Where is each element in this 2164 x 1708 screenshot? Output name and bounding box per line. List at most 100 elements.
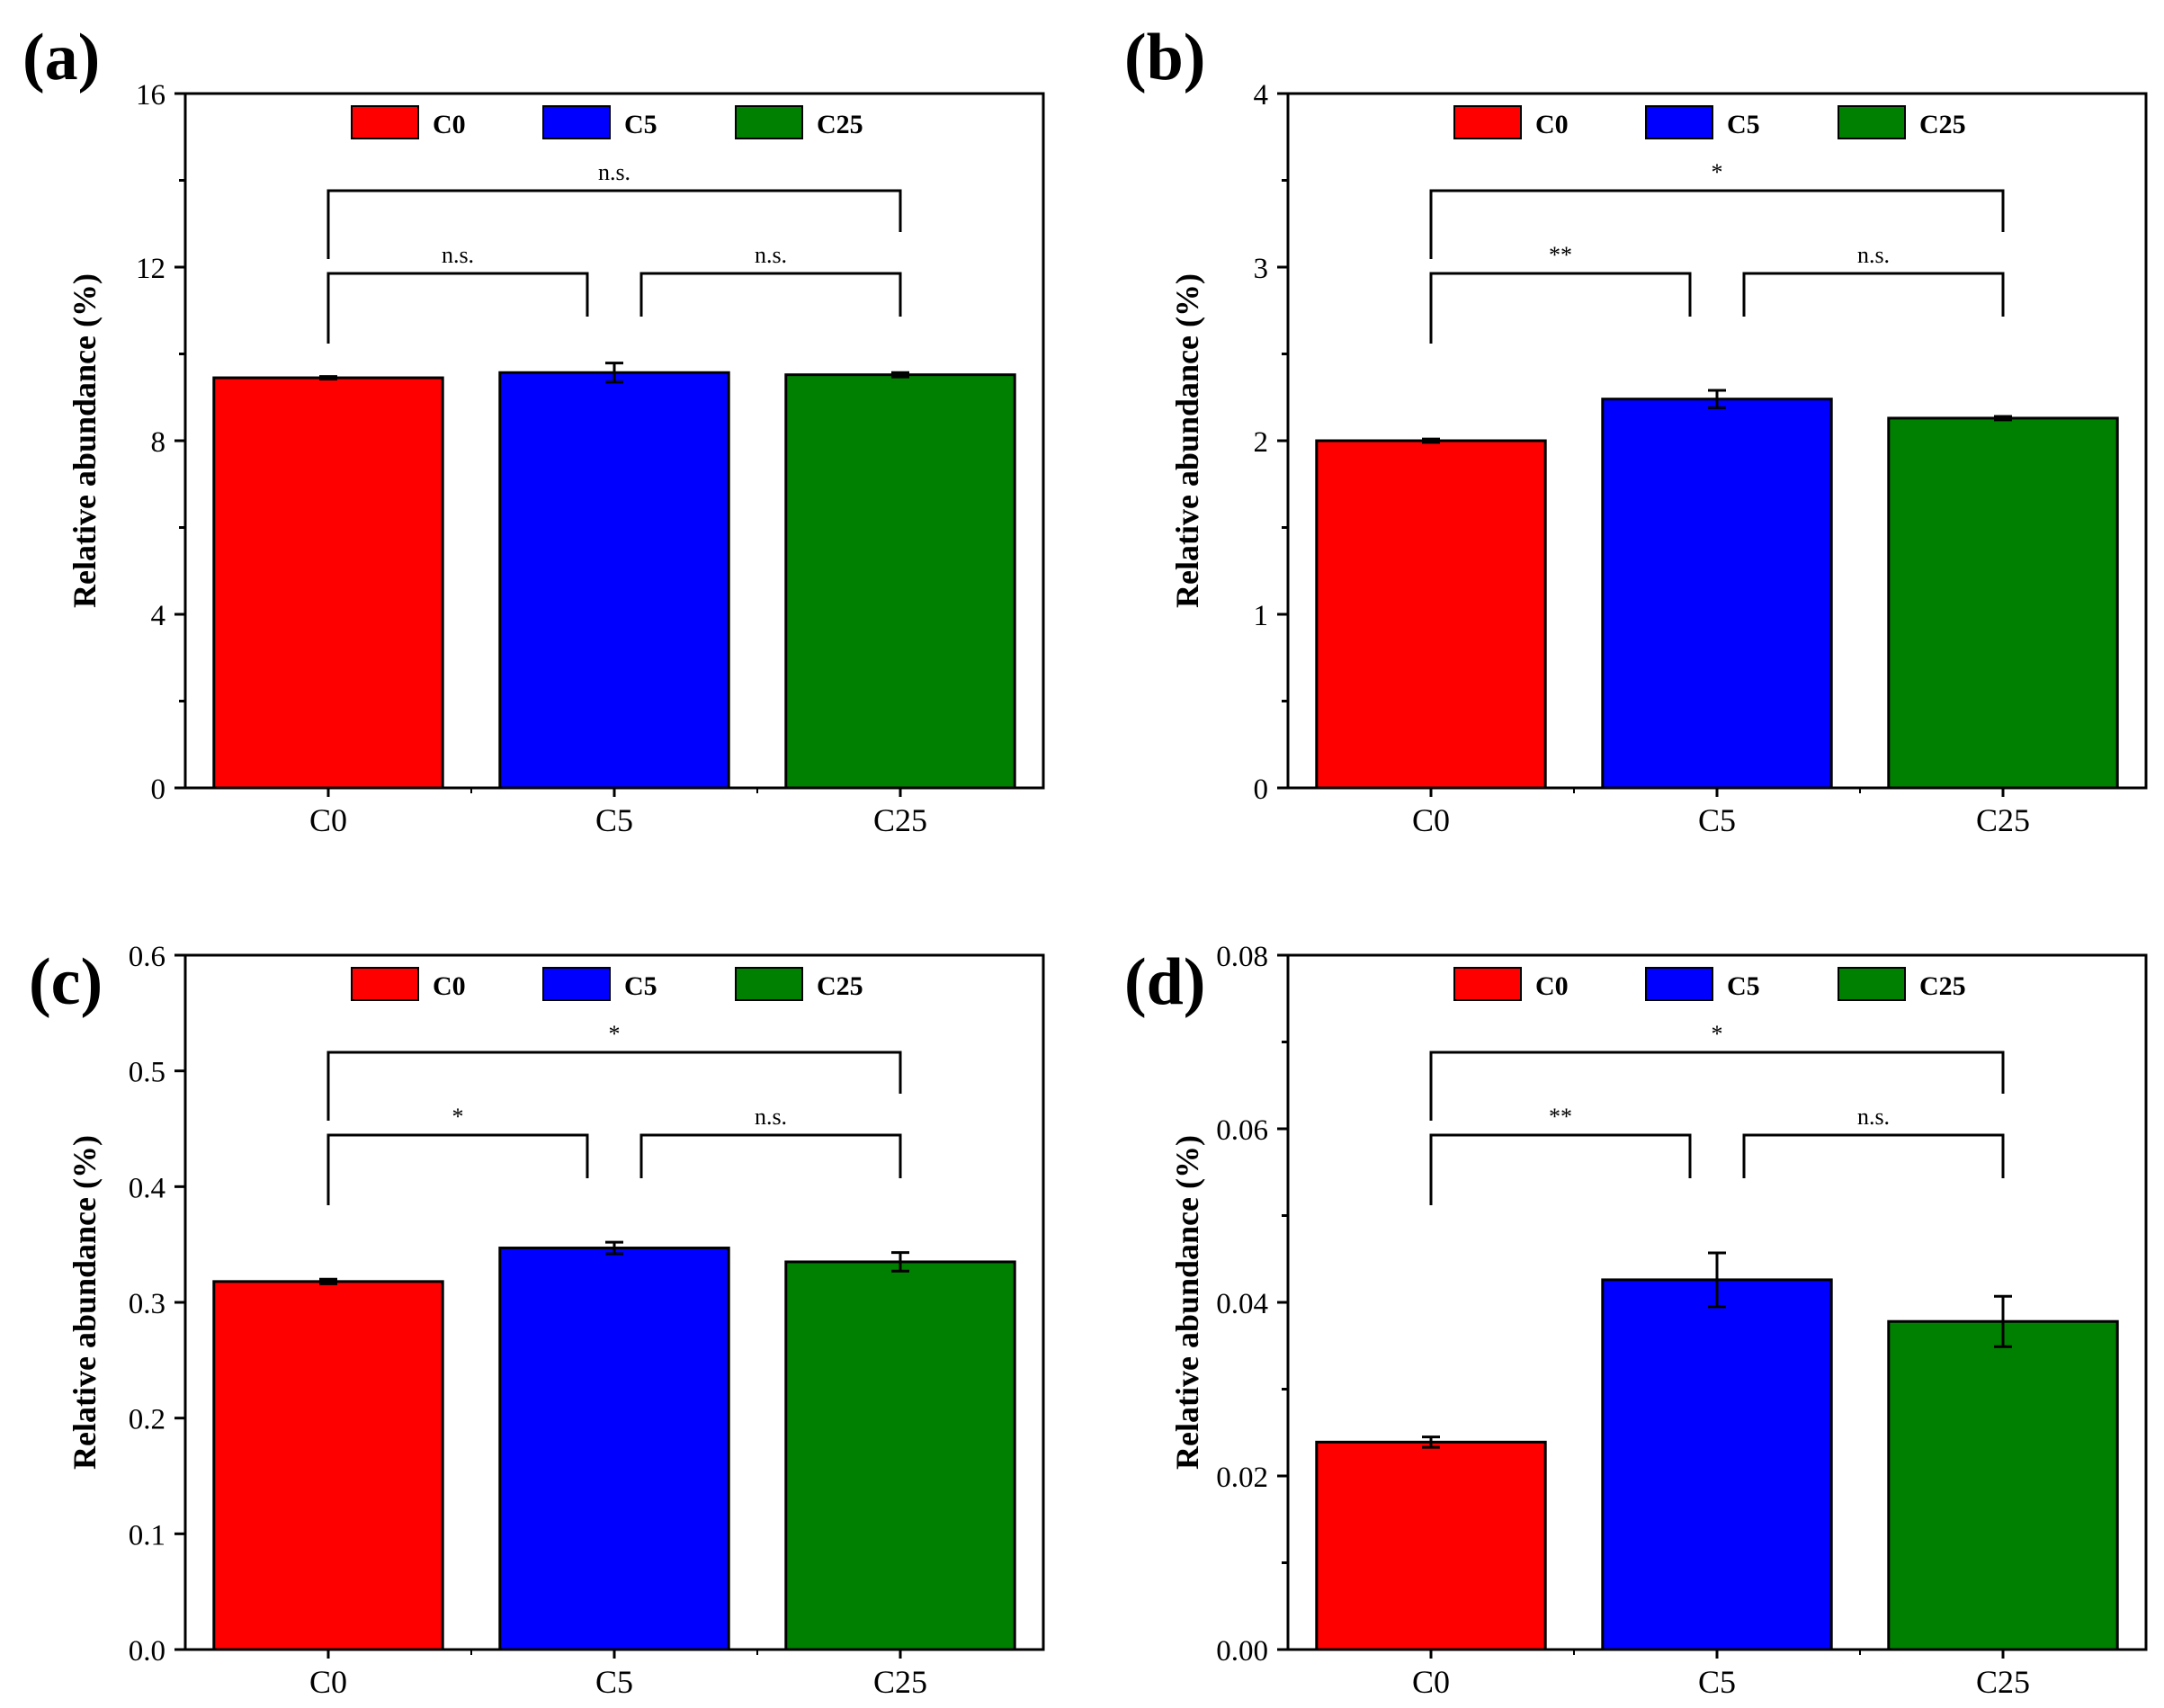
panel-letter: (a) [22,21,100,94]
significance-bracket [326,272,589,344]
y-axis-label: Relative abundance (%) [67,273,103,608]
legend-label: C25 [1919,110,1966,139]
bar-c25 [784,1260,1016,1651]
legend-label: C25 [817,971,863,1001]
legend-swatch [542,967,611,1001]
significance-bracket [1742,1133,2005,1178]
legend-swatch [542,105,611,139]
panel-letter: (b) [1124,21,1205,94]
significance-label: n.s. [598,159,630,185]
x-tick-label: C25 [873,802,927,838]
bar-c5 [1601,1278,1833,1651]
y-tick-label: 0.4 [129,1172,165,1204]
y-tick-label: 1 [1254,600,1269,632]
bar-c25 [1887,1319,2119,1651]
legend-item-c5: C5 [1645,105,1760,139]
panel-letter: (d) [1124,945,1205,1019]
bracket-line [639,1133,902,1178]
legend-swatch [351,105,419,139]
bracket-line [326,189,902,259]
bar-c5 [498,371,730,790]
legend-swatch [1838,105,1906,139]
error-bar-c25 [891,1251,909,1273]
chart-panel-d: (d) 0.00 0.02 0.04 0.06 0.08 C0 C5 C25 Relative a… [1124,941,2148,1700]
error-bar-c5 [605,1240,623,1256]
y-axis-label: Relative abundance (%) [67,1135,103,1470]
x-tick-label: C0 [309,802,347,838]
x-tick-label: C5 [595,802,633,838]
error-bar-c0 [1422,1435,1440,1449]
significance-bracket [326,189,902,259]
x-tick-label: C0 [1412,802,1450,838]
y-tick-label: 0.06 [1216,1114,1268,1147]
significance-label: n.s. [1857,242,1890,268]
bracket-line [326,272,589,344]
legend-swatch [1645,105,1713,139]
bracket-line [1429,272,1692,344]
x-tick-label: C25 [1976,802,2030,838]
y-axis-label: Relative abundance (%) [1169,273,1205,608]
y-tick-label: 0.2 [129,1404,165,1436]
error-bar-c0 [319,1277,337,1285]
significance-label: ** [1549,242,1572,268]
error-bar-c25 [1994,415,2012,422]
legend-item-c0: C0 [351,967,466,1001]
y-tick-label: 0.6 [129,941,165,973]
legend-swatch [735,967,803,1001]
bar-c0 [1315,439,1547,790]
legend-item-c0: C0 [1453,967,1569,1001]
legend-item-c25: C25 [1838,967,1966,1001]
x-tick-label: C5 [1698,1664,1736,1700]
significance-label: * [1712,159,1723,185]
legend-label: C0 [1535,971,1569,1001]
y-tick-label: 2 [1254,426,1269,459]
legend-item-c0: C0 [351,105,466,139]
legend-swatch [1645,967,1713,1001]
y-tick-label: 0.08 [1216,941,1268,973]
chart-panel-c: (c) 0.0 0.1 0.2 0.3 0.4 0.5 0.6 C0 C5 C25 Relative … [29,941,1045,1700]
significance-label: n.s. [755,1104,787,1130]
legend-item-c25: C25 [735,967,863,1001]
legend-item-c5: C5 [542,105,657,139]
error-bar-c5 [605,362,623,384]
bracket-line [1429,1133,1692,1205]
significance-label: n.s. [1857,1104,1890,1130]
y-tick-label: 0.00 [1216,1635,1268,1668]
y-tick-label: 0.04 [1216,1288,1268,1320]
bar-c5 [1601,398,1833,790]
legend-label: C25 [1919,971,1966,1001]
legend-label: C5 [1727,110,1760,139]
bar-c0 [212,376,444,790]
y-tick-label: 0.3 [129,1288,165,1320]
bracket-line [639,272,902,317]
legend-label: C25 [817,110,863,139]
significance-label: * [1712,1021,1723,1047]
legend-swatch [1453,967,1522,1001]
error-bar-c0 [1422,437,1440,444]
legend-item-c5: C5 [1645,967,1760,1001]
legend-label: C5 [624,110,657,139]
significance-bracket [326,1051,902,1121]
significance-bracket [639,272,902,317]
y-tick-label: 8 [151,426,166,459]
significance-label: n.s. [442,242,474,268]
y-tick-label: 0.1 [129,1519,165,1552]
significance-bracket [1429,1051,2005,1121]
error-bar-c5 [1708,1251,1726,1309]
legend-swatch [351,967,419,1001]
panel-letter: (c) [29,945,103,1019]
significance-bracket [1429,1133,1692,1205]
error-bar-c25 [891,371,909,379]
legend-item-c25: C25 [735,105,863,139]
bracket-line [1429,189,2005,259]
legend-label: C5 [1727,971,1760,1001]
bar-c25 [784,373,1016,790]
legend-item-c5: C5 [542,967,657,1001]
legend-label: C5 [624,971,657,1001]
y-tick-label: 0 [1254,774,1269,806]
legend-swatch [1838,967,1906,1001]
y-axis-label: Relative abundance (%) [1169,1135,1205,1470]
y-tick-label: 0.0 [129,1635,165,1668]
